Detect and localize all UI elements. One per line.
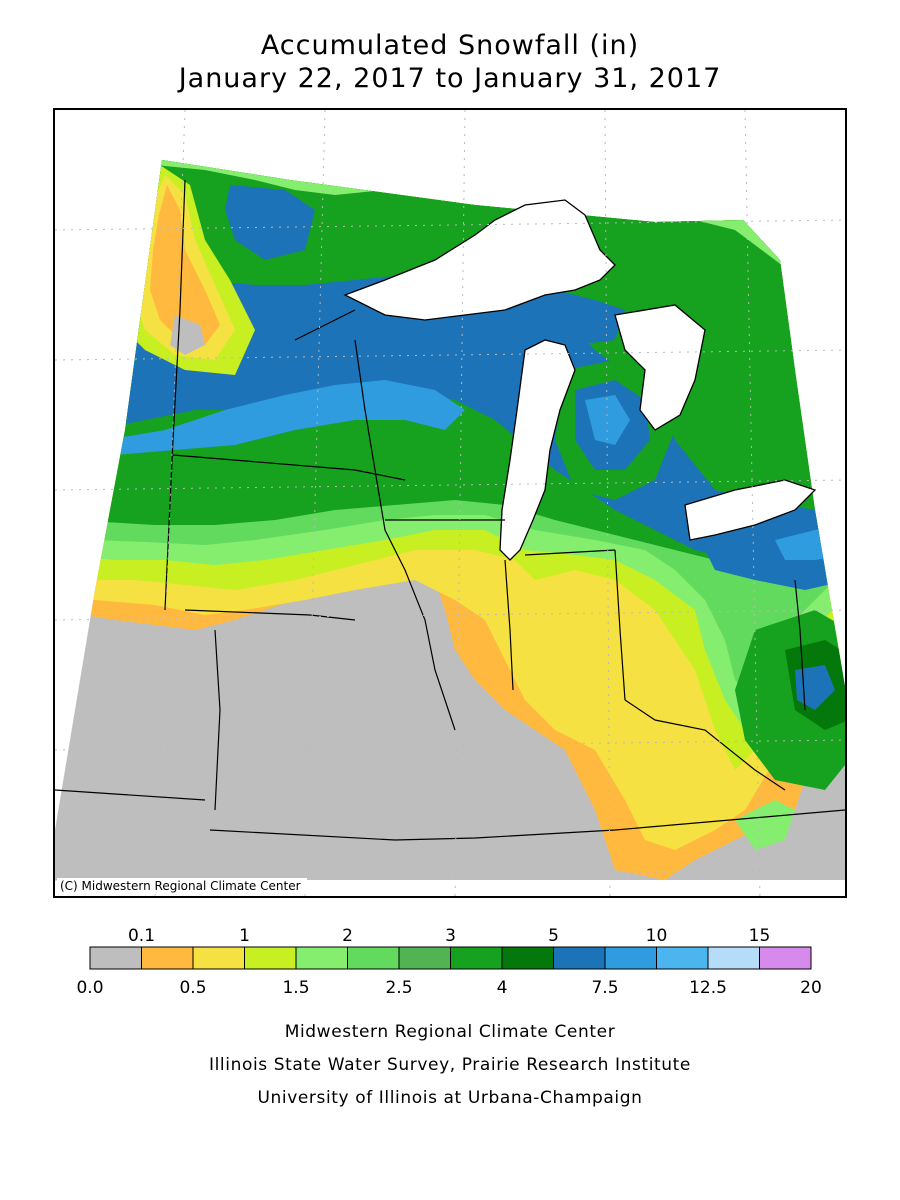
zone-blue bbox=[55, 260, 845, 570]
border-nd-mn bbox=[164, 179, 186, 611]
legend-top-label: 5 bbox=[548, 926, 559, 946]
border-sd-ia bbox=[172, 454, 406, 481]
zone-wmi-midblue bbox=[585, 395, 630, 445]
legend-bottom-label: 2.5 bbox=[385, 978, 412, 998]
color-legend: 0.0 0.5 1.5 2.5 4 7.5 12.5 20 0.1 1 2 3 5 10 15 bbox=[0, 915, 900, 1005]
border-ia-mo bbox=[184, 609, 356, 621]
legend-top-label: 3 bbox=[445, 926, 456, 946]
zone-pa-blue bbox=[795, 665, 835, 710]
legend-bottom-label: 0.5 bbox=[179, 978, 206, 998]
copyright-label: (C) Midwestern Regional Climate Center bbox=[57, 878, 307, 894]
state-borders bbox=[55, 179, 845, 841]
border-ks-mo bbox=[214, 629, 221, 811]
legend-swatch bbox=[553, 946, 606, 970]
zone-mn-blue bbox=[225, 185, 315, 260]
legend-bottom-label: 20 bbox=[800, 978, 822, 998]
legend-swatch bbox=[398, 946, 451, 970]
legend-swatch bbox=[192, 946, 245, 970]
border-oh-pa bbox=[794, 579, 806, 711]
legend-top-label: 2 bbox=[342, 926, 353, 946]
border-in-oh bbox=[614, 549, 626, 701]
credit-mrcc: Midwestern Regional Climate Center bbox=[284, 1022, 616, 1042]
legend-swatch bbox=[450, 946, 503, 970]
legend-bottom-label: 1.5 bbox=[282, 978, 309, 998]
snowfall-map: (C) Midwestern Regional Climate Center bbox=[53, 108, 847, 898]
legend-swatch bbox=[141, 946, 194, 970]
zone-midblue bbox=[55, 380, 465, 460]
legend-swatch bbox=[295, 946, 348, 970]
zone-nw-orange bbox=[150, 185, 220, 345]
lake-superior bbox=[343, 199, 616, 321]
border-ks-ok bbox=[55, 789, 206, 801]
map-canvas bbox=[55, 110, 845, 896]
legend-top-label: 0.1 bbox=[128, 926, 155, 946]
legend-bottom-label: 0.0 bbox=[76, 978, 103, 998]
border-mississippi bbox=[354, 339, 456, 731]
lake-huron bbox=[614, 304, 706, 431]
legend-canvas: 0.0 0.5 1.5 2.5 4 7.5 12.5 20 0.1 1 2 3 5 10 15 bbox=[76, 926, 822, 998]
legend-bottom-label: 7.5 bbox=[591, 978, 618, 998]
border-wi-mn bbox=[294, 309, 356, 341]
legend-swatch bbox=[244, 946, 297, 970]
border-tn-ky bbox=[209, 809, 845, 841]
map-title: Accumulated Snowfall (in) bbox=[260, 30, 640, 61]
legend-swatch bbox=[656, 946, 709, 970]
border-il-in bbox=[504, 559, 514, 691]
legend-swatch bbox=[604, 946, 657, 970]
legend-swatch bbox=[759, 946, 812, 970]
zone-ky-green bbox=[735, 800, 795, 850]
legend-swatch bbox=[89, 946, 142, 970]
map-date-range: January 22, 2017 to January 31, 2017 bbox=[178, 63, 722, 94]
legend-swatch bbox=[707, 946, 760, 970]
legend-top-label: 1 bbox=[239, 926, 250, 946]
legend-top-label: 10 bbox=[646, 926, 668, 946]
great-lakes bbox=[343, 199, 817, 561]
legend-bottom-label: 4 bbox=[497, 978, 508, 998]
legend-bottom-label: 12.5 bbox=[689, 978, 727, 998]
border-ohio-river bbox=[624, 699, 786, 791]
legend-swatch bbox=[501, 946, 554, 970]
zone-erie-blue bbox=[705, 510, 845, 590]
legend-top-label: 15 bbox=[749, 926, 771, 946]
legend-swatch bbox=[347, 946, 400, 970]
border-mi-in bbox=[524, 549, 616, 556]
credit-isws: Illinois State Water Survey, Prairie Res… bbox=[209, 1055, 691, 1075]
credit-uiuc: University of Illinois at Urbana-Champai… bbox=[257, 1088, 643, 1108]
